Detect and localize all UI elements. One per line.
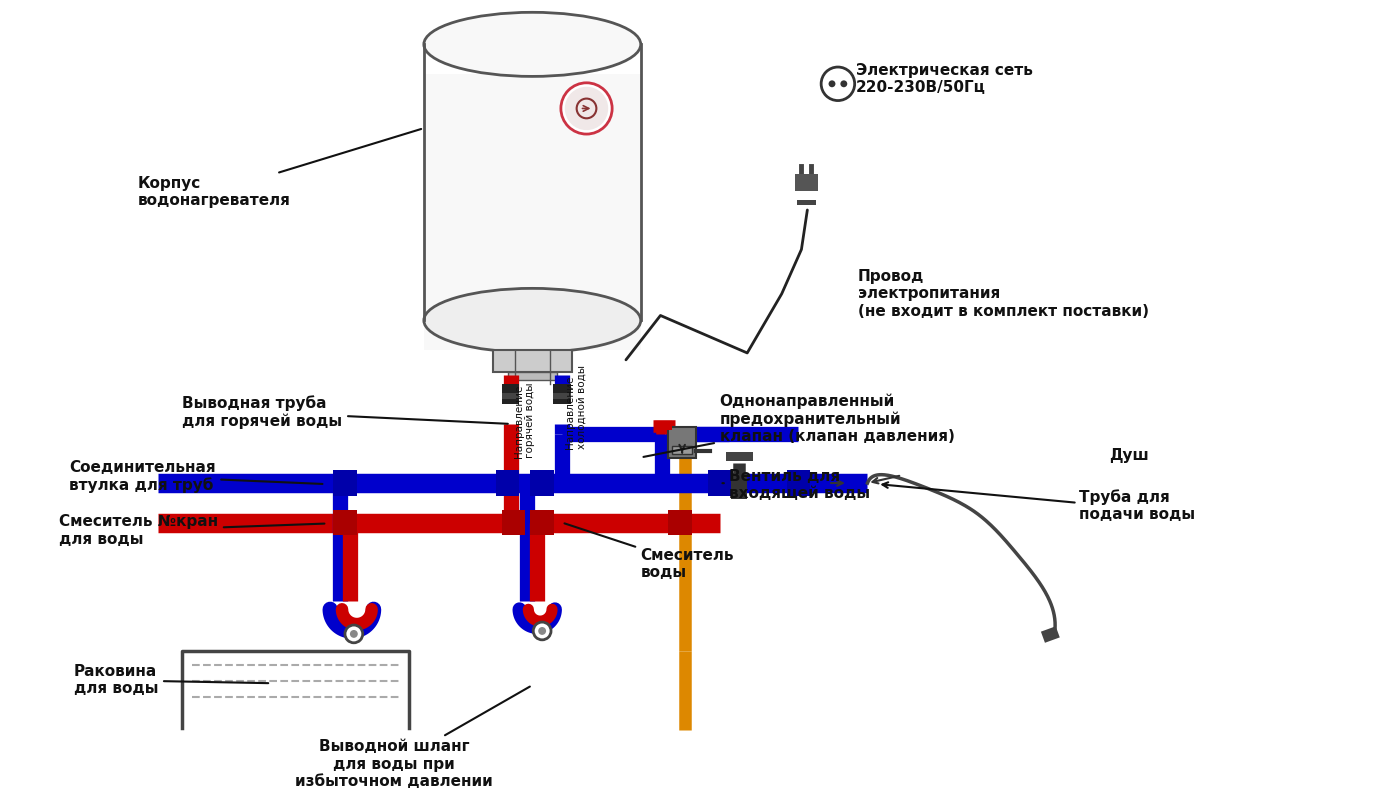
Circle shape [821, 67, 855, 101]
Circle shape [538, 627, 547, 635]
Text: Провод
электропитания
(не входит в комплект поставки): Провод электропитания (не входит в компл… [858, 269, 1149, 318]
Bar [655, 422, 673, 430]
Bar [530, 510, 554, 535]
Text: Направление
холодной воды: Направление холодной воды [565, 365, 587, 449]
Circle shape [840, 80, 847, 87]
Bar [794, 174, 818, 191]
Bar [725, 451, 753, 462]
Bar [786, 470, 810, 496]
Bar [530, 470, 554, 496]
Text: Раковина
для воды: Раковина для воды [73, 664, 268, 697]
Circle shape [350, 630, 358, 638]
Bar [424, 74, 641, 350]
Bar [502, 385, 519, 404]
Bar [673, 446, 692, 454]
Text: Душ: Душ [1109, 448, 1149, 463]
Bar [493, 350, 572, 372]
Bar [334, 470, 357, 496]
Circle shape [561, 83, 612, 134]
Text: Смеситель №кран
для воды: Смеситель №кран для воды [60, 514, 324, 546]
Bar [502, 394, 519, 399]
Bar [554, 385, 570, 404]
Bar [334, 510, 357, 535]
Circle shape [829, 80, 836, 87]
Text: Смеситель
воды: Смеситель воды [565, 523, 735, 580]
Text: Электрическая сеть
220-230В/50Гц: Электрическая сеть 220-230В/50Гц [855, 62, 1032, 95]
Bar [707, 470, 731, 496]
Bar [668, 427, 696, 458]
Bar [797, 200, 817, 205]
Circle shape [565, 86, 608, 130]
Bar [1041, 626, 1060, 642]
Ellipse shape [424, 288, 641, 353]
Text: Однонаправленный
предохранительный
клапан (клапан давления): Однонаправленный предохранительный клапа… [644, 394, 955, 457]
Bar [554, 394, 570, 399]
Circle shape [345, 625, 363, 642]
Text: Труба для
подачи воды: Труба для подачи воды [1080, 489, 1196, 522]
Text: Выводная труба
для горячей воды: Выводная труба для горячей воды [183, 395, 508, 429]
Bar [508, 372, 556, 379]
Text: Направление
горячей воды: Направление горячей воды [513, 383, 536, 458]
Text: Вентиль для
входящей воды: Вентиль для входящей воды [722, 469, 871, 502]
Text: Соединительная
втулка для труб: Соединительная втулка для труб [69, 459, 322, 493]
Bar [731, 474, 747, 499]
Text: Выводной шланг
для воды при
избыточном давлении: Выводной шланг для воды при избыточном д… [295, 686, 530, 790]
Bar [668, 510, 692, 535]
Circle shape [533, 622, 551, 640]
Bar [502, 510, 526, 535]
Text: Корпус
водонагревателя: Корпус водонагревателя [138, 129, 421, 209]
Ellipse shape [424, 12, 641, 77]
Bar [495, 470, 519, 496]
